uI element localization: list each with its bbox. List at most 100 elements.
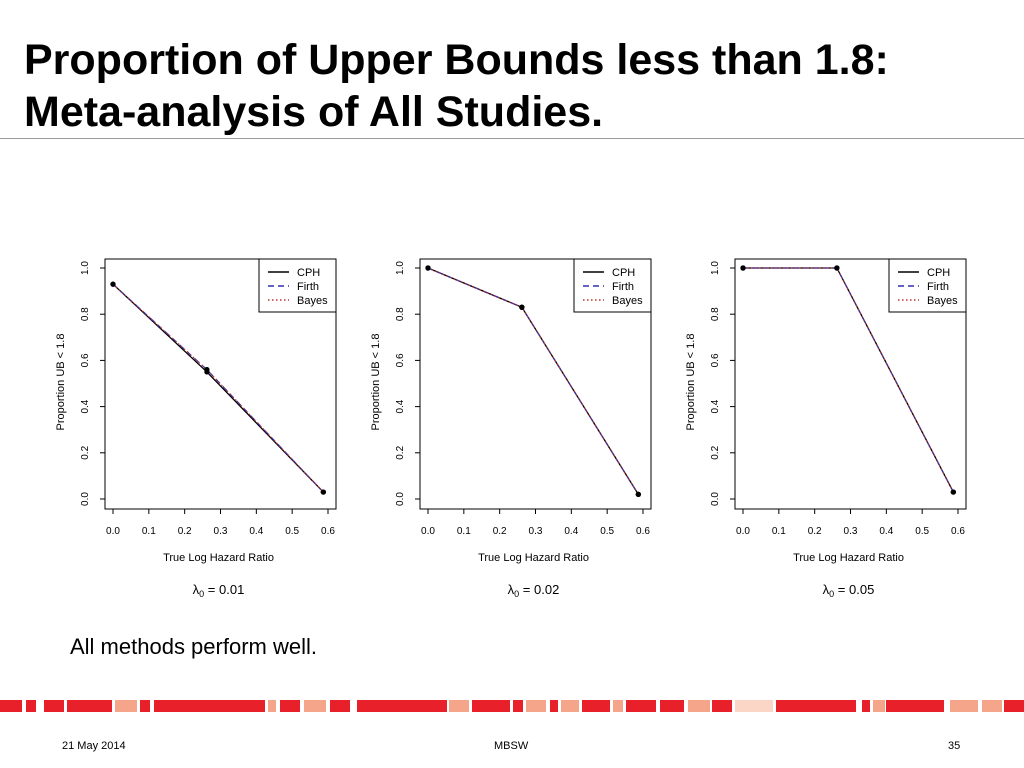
footer-bar-segment [449, 700, 469, 712]
footer-bar-segment [67, 700, 112, 712]
x-tick-label: 0.4 [879, 526, 893, 537]
legend-label-firth: Firth [297, 281, 319, 293]
series-line-cph [112, 283, 324, 493]
footer-bar-segment [886, 700, 944, 712]
data-point-bayes [320, 489, 326, 495]
legend-label-bayes: Bayes [297, 295, 328, 307]
footer-bar-segment [140, 700, 150, 712]
footer-bar-segment [776, 700, 856, 712]
footer-bar-segment [982, 700, 1002, 712]
footer-bar-segment [513, 700, 523, 712]
y-tick-label: 0.8 [80, 307, 91, 321]
series-line-firth [112, 283, 324, 493]
x-tick-label: 0.5 [915, 526, 929, 537]
y-tick-label: 0.4 [395, 399, 406, 413]
footer-bar-segment [550, 700, 558, 712]
y-tick-label: 0.6 [395, 353, 406, 367]
footer-bar-segment [280, 700, 300, 712]
data-point-bayes [740, 265, 746, 271]
footer-bar-segment [154, 700, 265, 712]
footer-bar-segment [950, 700, 978, 712]
y-tick-label: 0.2 [80, 445, 91, 459]
footer-date: 21 May 2014 [62, 740, 126, 752]
x-tick-label: 0.5 [285, 526, 299, 537]
lambda-value: = 0.01 [204, 582, 244, 597]
footer-bar-segment [582, 700, 610, 712]
x-tick-label: 0.4 [249, 526, 263, 537]
x-tick-label: 0.6 [951, 526, 965, 537]
data-point-bayes [635, 491, 641, 497]
series-line-bayes [427, 267, 639, 495]
chart-1: 0.0 0.1 0.2 0.3 0.4 0.5 0.6 0.0 0.2 0.4 0.6 0.8 1.0 T… [55, 258, 337, 599]
y-axis-label: Proportion UB < 1.8 [370, 334, 382, 431]
x-tick-label: 0.6 [321, 526, 335, 537]
lambda-subscript: 0 [514, 589, 519, 599]
y-tick-label: 0.0 [80, 492, 91, 506]
data-point-bayes [425, 265, 431, 271]
legend-label-cph: CPH [297, 267, 320, 279]
y-tick-label: 0.0 [395, 492, 406, 506]
lambda-symbol: λ [508, 582, 515, 597]
lambda-label: λ0 = 0.02 [508, 582, 560, 599]
x-tick-label: 0.2 [493, 526, 507, 537]
y-tick-label: 0.4 [80, 399, 91, 413]
y-tick-label: 0.6 [80, 353, 91, 367]
footer-bar-segment [712, 700, 732, 712]
footer-bar-segment [26, 700, 36, 712]
y-tick-label: 0.8 [710, 307, 721, 321]
x-axis-label: True Log Hazard Ratio [793, 552, 904, 564]
y-tick-label: 0.8 [395, 307, 406, 321]
x-tick-label: 0.6 [636, 526, 650, 537]
lambda-label: λ0 = 0.05 [823, 582, 875, 599]
footer-bar-segment [115, 700, 137, 712]
lambda-value: = 0.05 [834, 582, 874, 597]
x-tick-label: 0.1 [772, 526, 786, 537]
data-point-bayes [834, 265, 840, 271]
footer-bar-segment [1004, 700, 1024, 712]
legend-label-firth: Firth [927, 281, 949, 293]
lambda-value: = 0.02 [519, 582, 559, 597]
chart-3: 0.0 0.1 0.2 0.3 0.4 0.5 0.6 0.0 0.2 0.4 0.6 0.8 1.0 T… [685, 258, 967, 599]
footer-page-number: 35 [948, 740, 961, 752]
footer-bar-segment [613, 700, 623, 712]
y-tick-label: 1.0 [80, 261, 91, 275]
footer-bar-segment [626, 700, 656, 712]
y-tick-label: 0.2 [395, 445, 406, 459]
footer-bar-segment [862, 700, 870, 712]
x-tick-label: 0.3 [214, 526, 228, 537]
data-point-bayes [204, 367, 210, 373]
x-tick-label: 0.1 [457, 526, 471, 537]
slide-title-line-1: Proportion of Upper Bounds less than 1.8… [24, 36, 889, 84]
footer-color-bar [0, 700, 1024, 712]
x-tick-label: 0.2 [178, 526, 192, 537]
y-tick-label: 0.0 [710, 492, 721, 506]
x-axis-label: True Log Hazard Ratio [478, 552, 589, 564]
footer-bar-segment [688, 700, 710, 712]
footer-bar-segment [472, 700, 510, 712]
y-axis-label: Proportion UB < 1.8 [685, 334, 697, 431]
footer-bar-segment [0, 700, 22, 712]
data-point-bayes [519, 304, 525, 310]
footer-center-label: MBSW [494, 740, 529, 752]
footer-bar-segment [660, 700, 684, 712]
y-tick-label: 0.2 [710, 445, 721, 459]
x-tick-label: 0.3 [844, 526, 858, 537]
y-tick-label: 0.6 [710, 353, 721, 367]
data-point-bayes [110, 281, 116, 287]
slide-caption: All methods perform well. [70, 634, 317, 659]
series-line-bayes [112, 283, 324, 493]
data-point-bayes [950, 489, 956, 495]
footer-bar-segment [561, 700, 579, 712]
y-tick-label: 0.4 [710, 399, 721, 413]
y-tick-label: 1.0 [395, 261, 406, 275]
legend-label-cph: CPH [927, 267, 950, 279]
title-divider [0, 138, 1024, 139]
footer-bar-segment [44, 700, 64, 712]
slide-title: Proportion of Upper Bounds less than 1.8… [24, 34, 1004, 138]
lambda-subscript: 0 [199, 589, 204, 599]
lambda-symbol: λ [193, 582, 200, 597]
lambda-symbol: λ [823, 582, 830, 597]
legend-label-firth: Firth [612, 281, 634, 293]
slide-title-line-2: Meta-analysis of All Studies. [24, 88, 604, 136]
footer-bar-segment [304, 700, 326, 712]
